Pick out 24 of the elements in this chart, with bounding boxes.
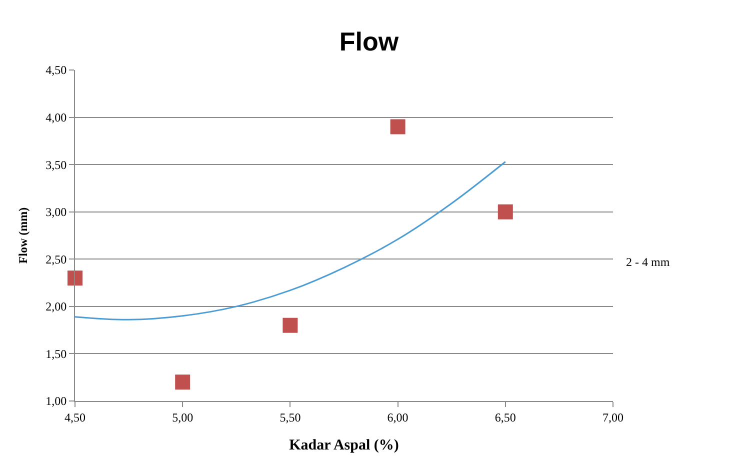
y-tick-label: 3,50 [46, 158, 67, 172]
x-tick-label: 6,50 [494, 410, 516, 424]
y-tick-label: 2,00 [46, 300, 67, 314]
y-tick-label: 3,00 [46, 205, 67, 220]
y-tick-label: 1,00 [46, 394, 67, 408]
x-axis-title: Kadar Aspal (%) [289, 437, 399, 454]
text: 2 - 4 mm [626, 255, 670, 269]
y-tick-label: 1,50 [46, 346, 67, 361]
chart-title: Flow [339, 26, 400, 57]
y-tick-label: 4,50 [46, 63, 67, 78]
point [390, 119, 406, 134]
point [68, 270, 82, 286]
y-axis-title: Flow (mm) [16, 207, 30, 264]
point [282, 318, 298, 333]
x-tick-label: 4,50 [64, 410, 86, 424]
x-tick-label: 5,00 [172, 410, 194, 424]
y-tick-label: 2,50 [46, 252, 67, 266]
line-series [75, 160, 506, 320]
x-tick-label: 7,00 [602, 410, 624, 424]
y-tick-label: 4,00 [46, 110, 67, 124]
x-tick-label: 6,00 [387, 410, 408, 424]
x-tick-label: 5,50 [280, 410, 301, 424]
point [498, 204, 513, 220]
point [175, 374, 190, 390]
